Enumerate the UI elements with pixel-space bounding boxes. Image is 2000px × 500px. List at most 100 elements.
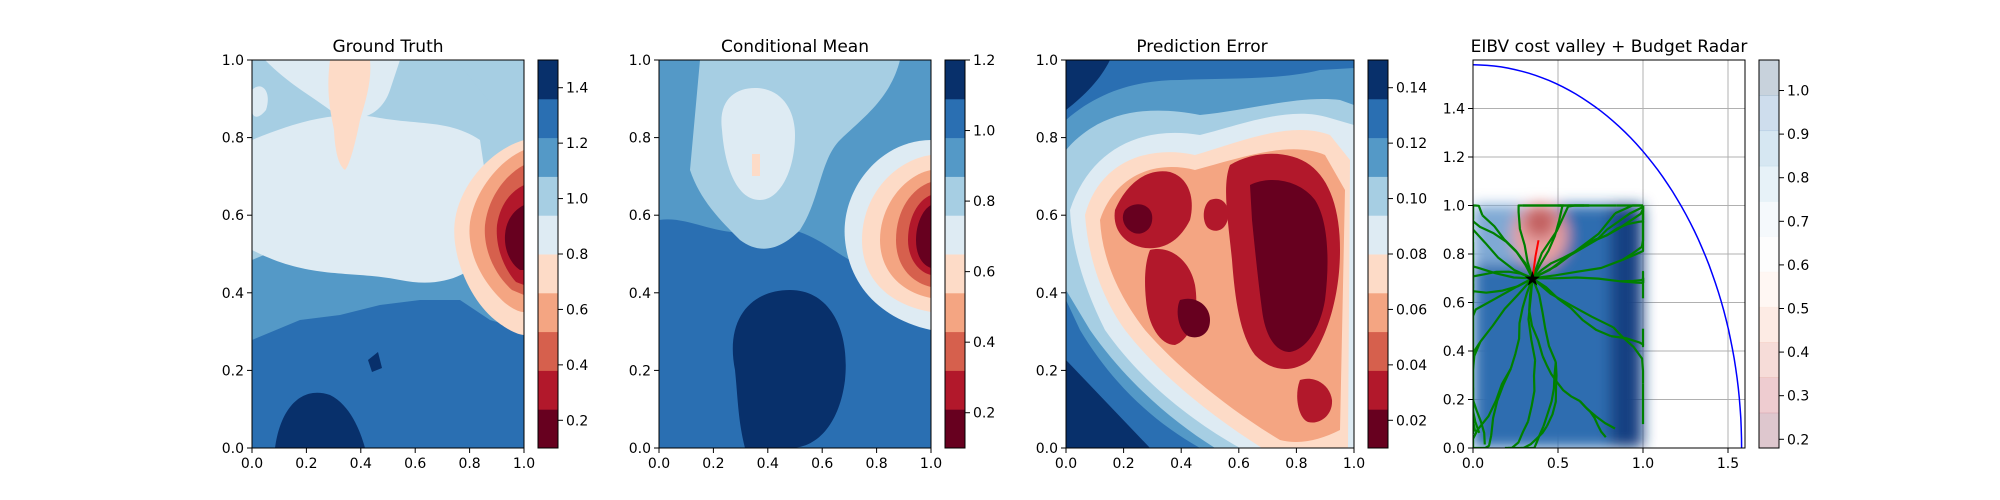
colorbar-tick-label: 0.4 xyxy=(973,335,995,351)
x-tick-label: 0.2 xyxy=(295,456,317,472)
colorbar-segment xyxy=(1759,236,1779,273)
colorbar-tick-label: 0.8 xyxy=(973,194,995,210)
candidate-path xyxy=(1473,220,1534,279)
y-tick-label: 0.8 xyxy=(1036,131,1058,147)
colorbar-segment xyxy=(1759,271,1779,308)
x-tick-label: 0.4 xyxy=(757,456,779,472)
x-tick-label: 0.8 xyxy=(865,456,887,472)
colorbar-tick-label: 0.8 xyxy=(1787,171,1809,187)
candidate-path xyxy=(1578,400,1607,438)
colorbar-segment xyxy=(1368,370,1388,410)
colorbar-segment xyxy=(538,60,558,100)
candidate-path xyxy=(1531,277,1614,329)
colorbar-tick-label: 0.2 xyxy=(1787,432,1809,448)
colorbar-segment xyxy=(945,176,965,216)
y-tick-label: 1.0 xyxy=(1036,53,1058,69)
x-tick-label: 1.0 xyxy=(920,456,942,472)
candidate-path xyxy=(1473,387,1481,434)
y-tick-label: 0.6 xyxy=(629,208,651,224)
y-tick-label: 0.0 xyxy=(222,441,244,457)
candidate-path xyxy=(1473,341,1482,388)
candidate-path xyxy=(1596,206,1644,241)
colorbar-segment xyxy=(1368,331,1388,371)
ground-truth-y-axis: 0.0 0.2 0.4 0.6 0.8 1.0 xyxy=(222,53,252,457)
colorbar-segment xyxy=(945,331,965,371)
colorbar-segment xyxy=(1759,95,1779,132)
candidate-path xyxy=(1527,360,1537,422)
colorbar-segment xyxy=(1368,137,1388,177)
colorbar-tick-label: 0.6 xyxy=(1787,258,1809,274)
y-tick-label: 0.4 xyxy=(222,286,244,302)
colorbar-tick-label: 0.5 xyxy=(1787,301,1809,317)
y-tick-label: 0.0 xyxy=(629,441,651,457)
colorbar-segment xyxy=(1368,292,1388,333)
colorbar-tick-label: 0.02 xyxy=(1396,413,1427,429)
colorbar-segment xyxy=(1759,130,1779,167)
x-tick-label: 0.5 xyxy=(1547,456,1569,472)
candidate-path xyxy=(1479,277,1534,343)
colorbar-segment xyxy=(1759,377,1779,414)
x-tick-label: 0.8 xyxy=(458,456,480,472)
y-tick-label: 0.6 xyxy=(222,208,244,224)
colorbar-segment xyxy=(538,292,558,333)
x-tick-label: 0.4 xyxy=(350,456,372,472)
candidate-path xyxy=(1531,205,1564,279)
colorbar-tick-label: 0.06 xyxy=(1396,302,1427,318)
colorbar-segment xyxy=(945,254,965,294)
x-tick-label: 0.2 xyxy=(1112,456,1134,472)
colorbar-segment xyxy=(538,370,558,410)
y-tick-label: 0.8 xyxy=(222,131,244,147)
y-tick-label: 0.2 xyxy=(629,363,651,379)
conditional-mean-title: Conditional Mean xyxy=(721,37,869,57)
y-tick-label: 0.8 xyxy=(1443,247,1465,263)
colorbar-segment xyxy=(1759,306,1779,343)
colorbar-tick-label: 1.0 xyxy=(566,192,588,208)
y-tick-label: 0.2 xyxy=(1443,393,1465,409)
candidate-path xyxy=(1612,326,1645,384)
candidate-path xyxy=(1473,265,1533,280)
prediction-error-field xyxy=(1066,60,1354,448)
candidate-path xyxy=(1531,212,1617,280)
agent-star-icon: ★ xyxy=(1524,266,1542,290)
colorbar-tick-label: 0.7 xyxy=(1787,214,1809,230)
chosen-path xyxy=(1531,240,1540,279)
panel-eibv-cost-valley: EIBV cost valley + Budget Radar ★ 0.0 0.5… xyxy=(1443,37,1810,472)
colorbar-segment xyxy=(1368,409,1388,449)
candidate-path xyxy=(1545,362,1558,427)
prediction-error-y-axis: 0.0 0.2 0.4 0.6 0.8 1.0 xyxy=(1036,53,1066,457)
candidate-path xyxy=(1622,220,1645,261)
colorbar-segment xyxy=(945,215,965,255)
x-tick-label: 0.0 xyxy=(1462,456,1484,472)
colorbar-segment xyxy=(538,254,558,294)
colorbar-segment xyxy=(538,331,558,371)
colorbar-tick-label: 1.0 xyxy=(973,124,995,140)
conditional-mean-field xyxy=(659,60,931,448)
colorbar-tick-label: 0.04 xyxy=(1396,358,1427,374)
panel-prediction-error: Prediction Error 0.0 0.2 0.4 0.6 0.8 1.0 0.00… xyxy=(1036,37,1428,472)
colorbar-segment xyxy=(1759,412,1779,449)
colorbar-tick-label: 1.2 xyxy=(566,136,588,152)
colorbar-segment xyxy=(1368,254,1388,294)
ground-truth-field xyxy=(252,60,524,448)
colorbar-tick-label: 1.4 xyxy=(566,81,588,97)
candidate-path xyxy=(1531,277,1612,338)
colorbar-tick-label: 0.3 xyxy=(1787,389,1809,405)
colorbar-tick-label: 0.4 xyxy=(1787,345,1809,361)
eibv-y-axis: 0.0 0.2 0.4 0.6 0.8 1.0 1.2 1.4 xyxy=(1443,102,1473,457)
conditional-mean-colorbar: 0.2 0.4 0.6 0.8 1.0 1.2 xyxy=(944,53,995,449)
colorbar-tick-label: 1.2 xyxy=(973,53,995,69)
colorbar-tick-label: 0.2 xyxy=(973,406,995,422)
x-tick-label: 1.0 xyxy=(1343,456,1365,472)
x-tick-label: 1.0 xyxy=(1632,456,1654,472)
y-tick-label: 0.6 xyxy=(1036,208,1058,224)
candidate-path xyxy=(1490,368,1512,436)
colorbar-tick-label: 0.14 xyxy=(1396,81,1427,97)
candidate-path xyxy=(1532,258,1623,280)
colorbar-segment xyxy=(1368,215,1388,255)
colorbar-segment xyxy=(1759,60,1779,96)
colorbar-segment xyxy=(538,98,558,139)
x-tick-label: 0.0 xyxy=(241,456,263,472)
candidate-path xyxy=(1504,420,1530,448)
colorbar-segment xyxy=(1368,176,1388,216)
colorbar-segment xyxy=(538,215,558,255)
